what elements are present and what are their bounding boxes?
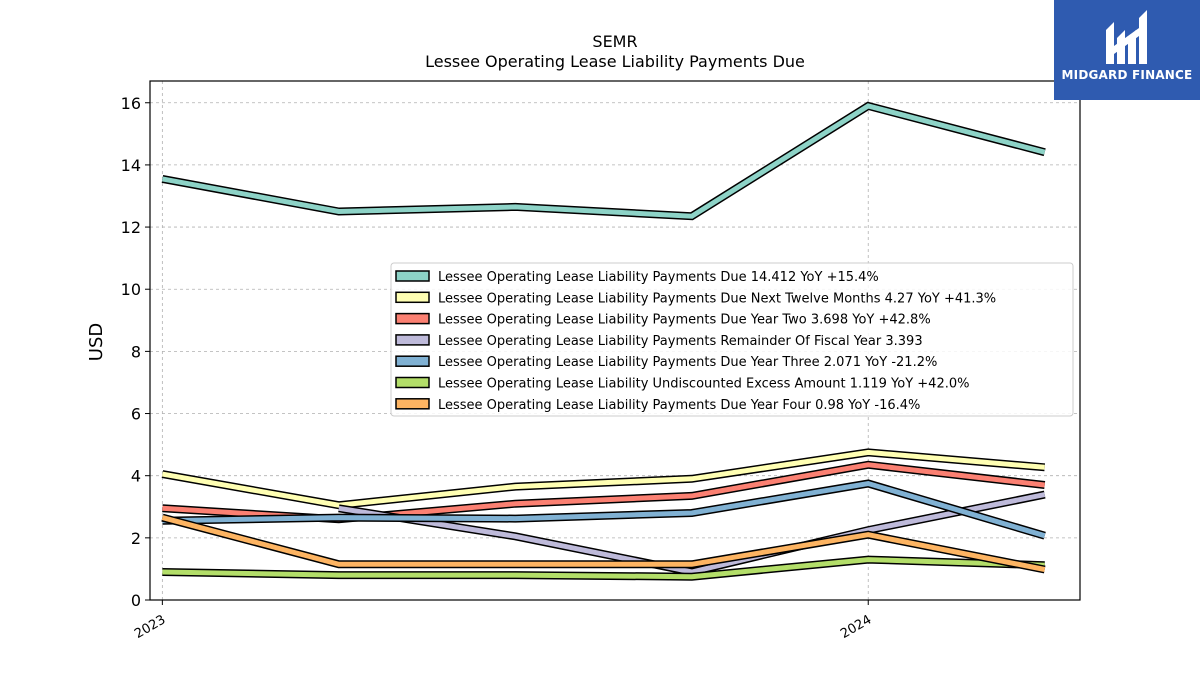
legend-swatch bbox=[395, 355, 430, 367]
midgard-logo-icon bbox=[1106, 10, 1147, 64]
legend-entry: Lessee Operating Lease Liability Payment… bbox=[438, 291, 996, 306]
y-tick-label: 6 bbox=[131, 405, 141, 424]
legend-swatch bbox=[395, 270, 430, 282]
y-tick-label: 8 bbox=[131, 342, 141, 361]
series-line bbox=[338, 492, 1046, 575]
legend-box bbox=[390, 262, 1074, 417]
y-tick-label: 14 bbox=[121, 156, 141, 175]
series-lines bbox=[161, 101, 1046, 581]
series-5 bbox=[162, 555, 1045, 581]
series-line bbox=[161, 449, 1045, 508]
series-line bbox=[161, 103, 1046, 219]
legend-entry: Lessee Operating Lease Liability Payment… bbox=[438, 334, 923, 349]
y-tick-label: 12 bbox=[121, 218, 141, 237]
y-tick-label: 16 bbox=[121, 94, 141, 113]
series-6 bbox=[161, 513, 1046, 574]
brand-logo: MIDGARD FINANCE bbox=[1054, 0, 1200, 100]
chart-subtitle: Lessee Operating Lease Liability Payment… bbox=[425, 52, 805, 71]
series-1 bbox=[161, 448, 1046, 510]
plot-frame bbox=[149, 80, 1081, 601]
legend: Lessee Operating Lease Liability Payment… bbox=[390, 262, 1074, 417]
y-tick-label: 0 bbox=[131, 591, 141, 610]
y-axis-label: USD bbox=[86, 323, 107, 361]
legend-swatch bbox=[395, 398, 430, 410]
series-outline bbox=[161, 101, 1046, 221]
y-tick-label: 10 bbox=[121, 280, 141, 299]
legend-entry: Lessee Operating Lease Liability Payment… bbox=[438, 270, 879, 285]
legend-swatch bbox=[395, 312, 430, 325]
x-tick-label: 2023 bbox=[132, 612, 168, 642]
series-2 bbox=[162, 460, 1046, 524]
legend-swatch bbox=[395, 376, 430, 389]
series-line bbox=[162, 557, 1045, 580]
legend-entry: Lessee Operating Lease Liability Payment… bbox=[438, 313, 931, 328]
legend-entry: Lessee Operating Lease Liability Payment… bbox=[438, 355, 937, 370]
series-outline bbox=[162, 479, 1046, 540]
series-line bbox=[161, 515, 1046, 572]
legend-entry: Lessee Operating Lease Liability Undisco… bbox=[438, 377, 969, 392]
y-tick-label: 4 bbox=[131, 467, 141, 486]
chart-title: SEMR bbox=[592, 32, 638, 51]
series-outline bbox=[162, 460, 1046, 524]
series-line bbox=[162, 480, 1046, 539]
series-4 bbox=[162, 479, 1046, 540]
legend-entry: Lessee Operating Lease Liability Payment… bbox=[438, 398, 920, 413]
series-3 bbox=[338, 490, 1046, 577]
legend-swatch bbox=[395, 334, 430, 346]
y-tick-label: 2 bbox=[131, 529, 141, 548]
brand-name: MIDGARD FINANCE bbox=[1061, 68, 1193, 82]
legend-swatch bbox=[395, 291, 430, 304]
x-tick-label: 2024 bbox=[838, 612, 874, 642]
series-0 bbox=[161, 101, 1046, 221]
